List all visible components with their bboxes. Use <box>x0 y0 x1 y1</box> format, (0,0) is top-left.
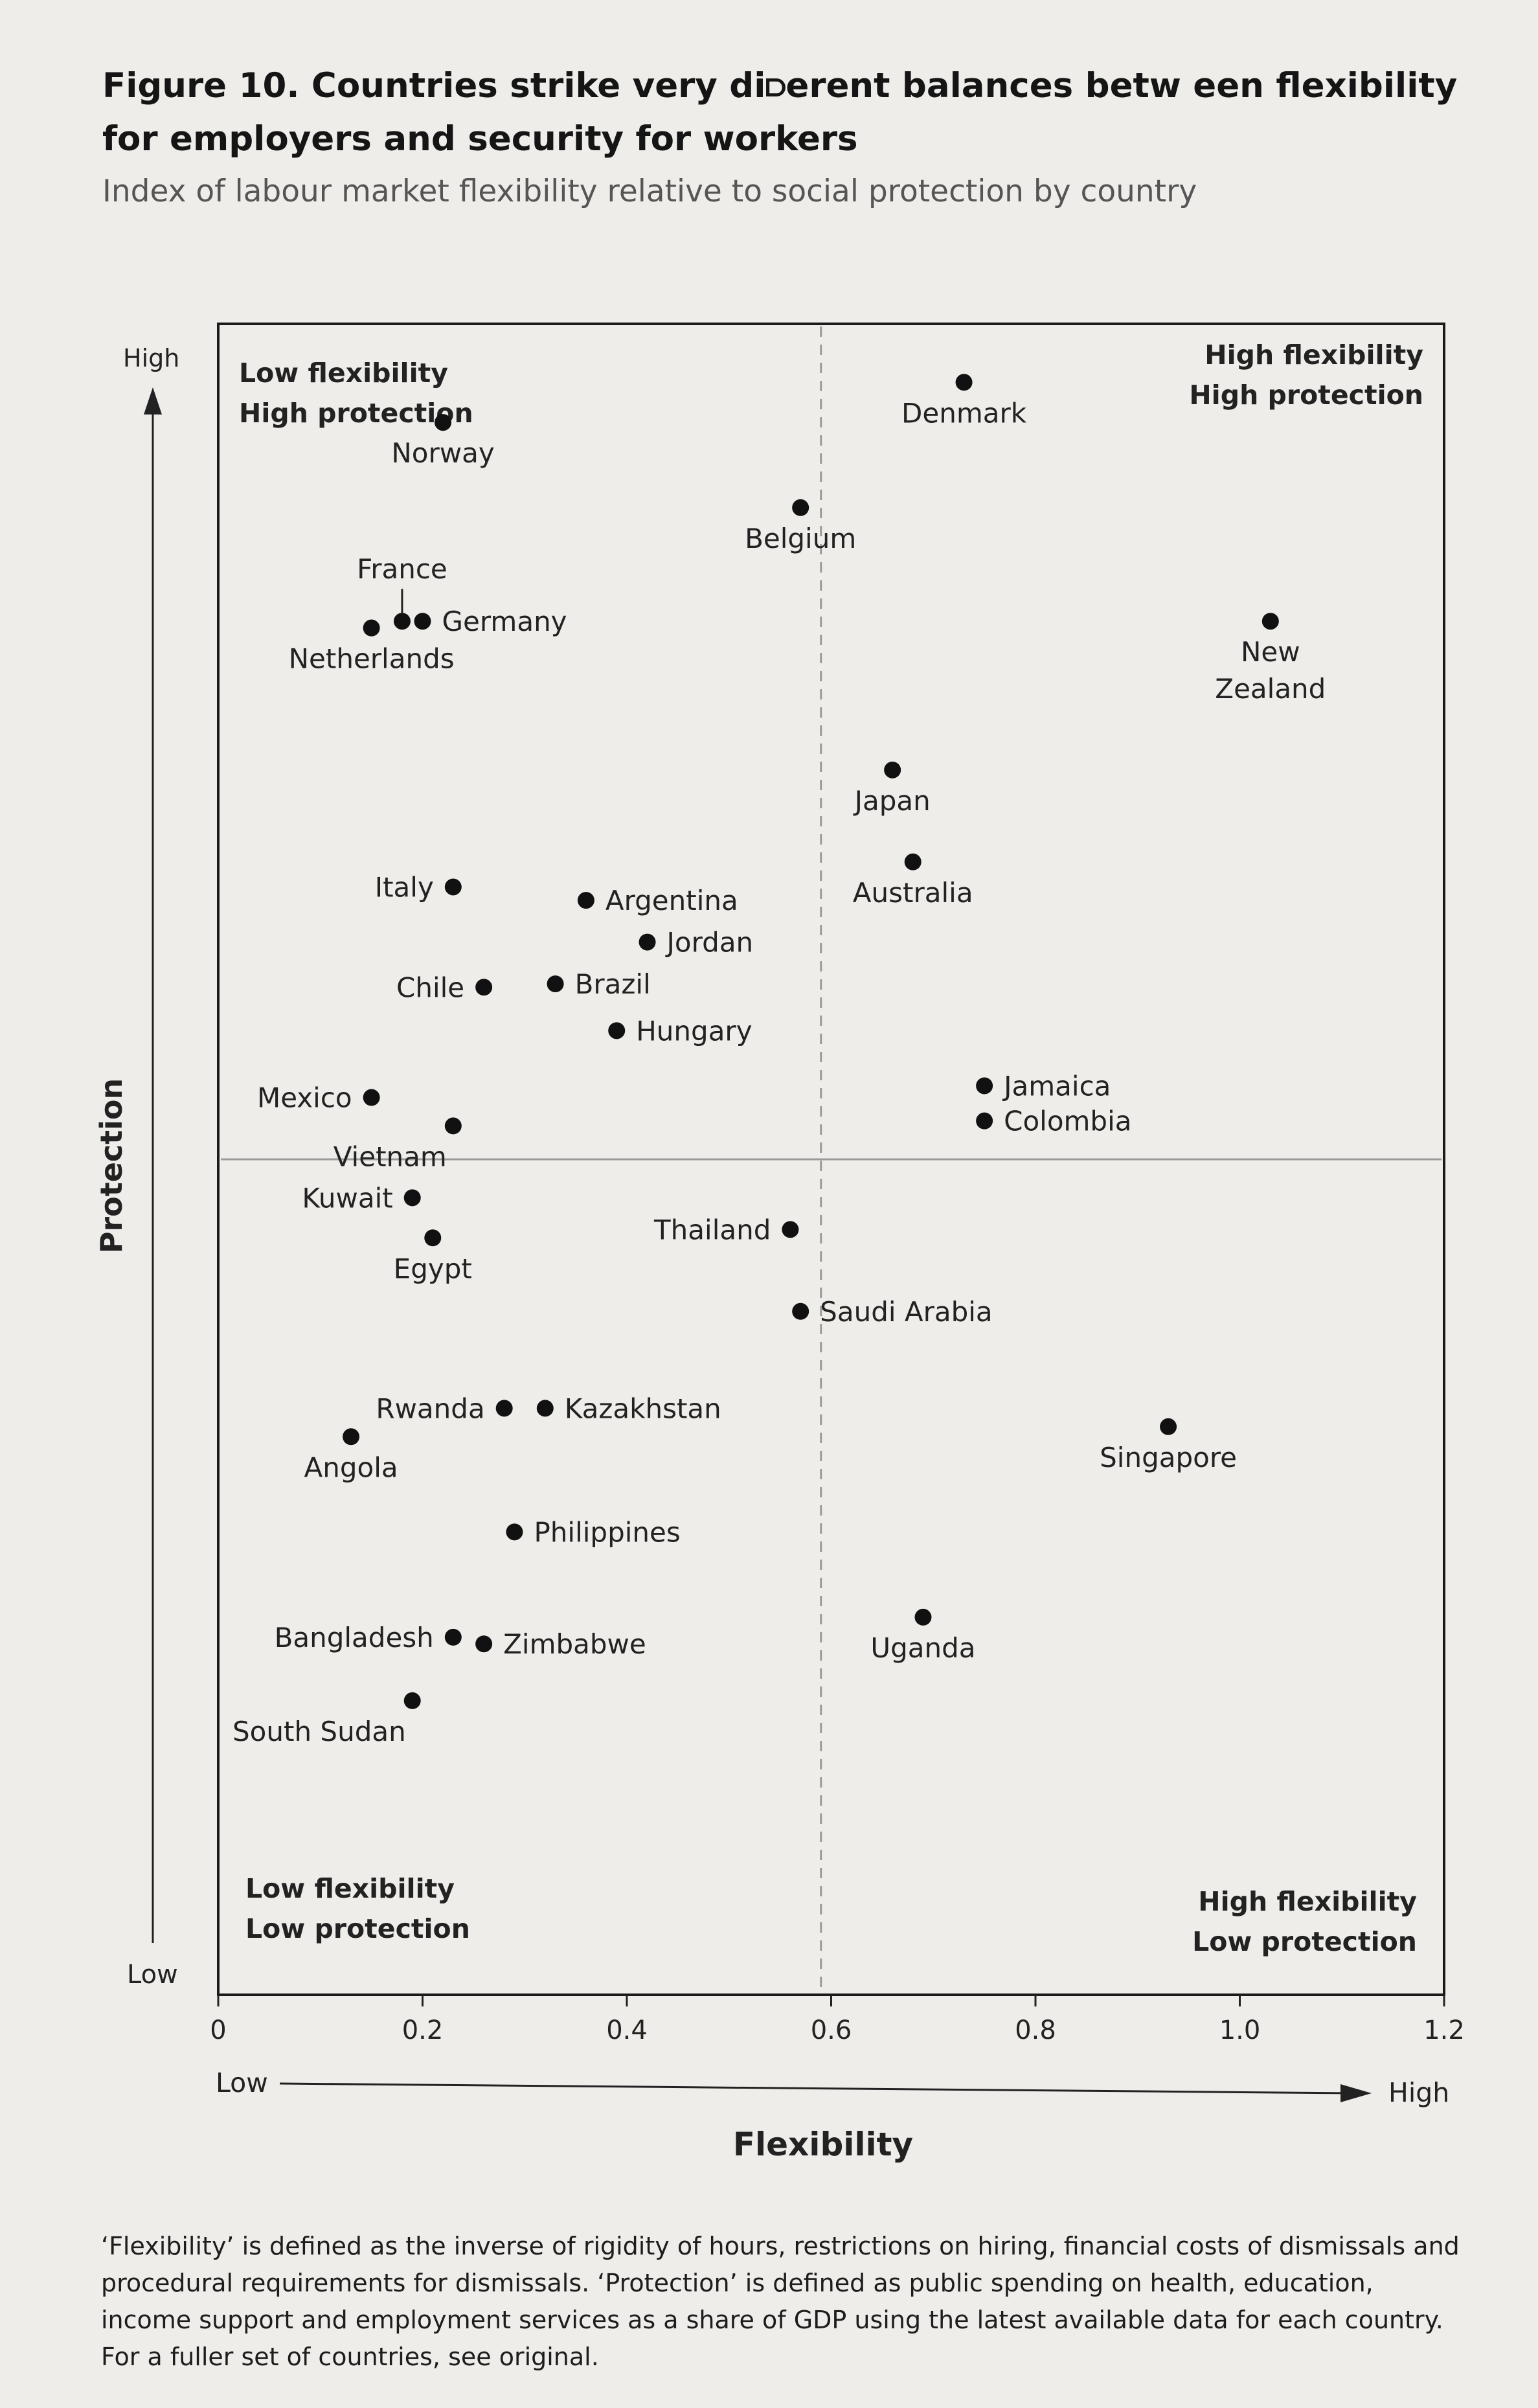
point-egypt <box>424 1229 442 1247</box>
point-label-thailand: Thailand <box>653 1214 771 1245</box>
point-label-norway: Norway <box>391 437 494 469</box>
quadrant-label-top-right-2: High protection <box>1189 380 1423 411</box>
x-tick-label-0: 0 <box>210 2016 226 2045</box>
quadrant-labels: Low flexibility High protection High flexi… <box>239 339 1423 1957</box>
point-label-argentina: Argentina <box>605 885 738 916</box>
point-label-france: France <box>357 553 447 585</box>
x-axis-high-label: High <box>1388 2077 1449 2108</box>
figure-title: Figure 10. Countries strike very di⫐eren… <box>102 66 1458 159</box>
point-saudi-arabia <box>792 1302 809 1320</box>
x-axis-arrowhead <box>1340 2084 1372 2102</box>
y-axis-arrowhead <box>144 387 162 415</box>
point-label-brazil: Brazil <box>575 968 651 1000</box>
x-axis-title: Flexibility <box>733 2126 913 2163</box>
point-label-belgium: Belgium <box>745 523 856 554</box>
point-kazakhstan <box>536 1400 554 1417</box>
quadrant-label-bottom-right-1: High flexibility <box>1198 1886 1417 1917</box>
y-axis-title: Protection <box>94 1078 129 1254</box>
x-tick-label-0-6: 0.6 <box>811 2016 852 2045</box>
point-label-rwanda: Rwanda <box>376 1392 484 1424</box>
y-axis: Protection High Low <box>94 344 179 1990</box>
point-colombia <box>976 1112 993 1130</box>
point-label-hungary: Hungary <box>636 1015 752 1047</box>
point-label-colombia: Colombia <box>1004 1106 1131 1137</box>
x-axis-arrow-line <box>279 2082 1354 2095</box>
point-vietnam <box>444 1117 462 1135</box>
point-new-zealand <box>1261 613 1279 630</box>
point-hungary <box>608 1022 626 1039</box>
point-label-uganda: Uganda <box>870 1632 975 1664</box>
point-zimbabwe <box>475 1635 493 1653</box>
point-label-bangladesh: Bangladesh <box>275 1622 434 1653</box>
figure-note: ‘Flexibility’ is defined as the inverse … <box>101 2232 1460 2371</box>
point-label-new-zealand-line-2: Zealand <box>1215 673 1326 705</box>
y-axis-low-label: Low <box>127 1960 178 1990</box>
point-label-australia: Australia <box>853 877 973 909</box>
quadrant-label-bottom-right-2: Low protection <box>1192 1926 1417 1957</box>
point-label-new-zealand: New Zealand <box>1215 636 1326 705</box>
point-brazil <box>547 975 564 993</box>
x-axis: Flexibility Low High 0 0.2 0.4 0.6 0.8 1.0 1.2 <box>210 1995 1465 2163</box>
y-axis-high-label: High <box>123 344 179 372</box>
point-label-egypt: Egypt <box>394 1253 472 1284</box>
point-label-jamaica: Jamaica <box>1002 1070 1111 1102</box>
x-tick-label-1-2: 1.2 <box>1423 2016 1465 2045</box>
point-chile <box>475 979 493 996</box>
point-label-kazakhstan: Kazakhstan <box>565 1392 721 1424</box>
point-label-japan: Japan <box>853 785 931 817</box>
point-label-kuwait: Kuwait <box>302 1182 392 1214</box>
point-singapore <box>1160 1418 1177 1435</box>
point-label-vietnam: Vietnam <box>334 1141 447 1172</box>
quadrant-label-bottom-left-2: Low protection <box>245 1913 470 1944</box>
quadrant-label-top-left-1: Low flexibility <box>239 358 448 389</box>
point-norway <box>435 414 452 431</box>
point-label-mexico: Mexico <box>257 1082 352 1114</box>
point-belgium <box>792 499 809 516</box>
point-philippines <box>506 1523 523 1541</box>
point-rwanda <box>495 1400 513 1417</box>
point-japan <box>884 761 901 778</box>
point-label-angola: Angola <box>304 1451 398 1483</box>
data-points: Denmark Norway Belgium Netherlands France Ger… <box>232 374 1326 1747</box>
point-label-italy: Italy <box>375 871 434 903</box>
point-mexico <box>363 1089 380 1106</box>
point-label-new-zealand-line-1: New <box>1241 636 1300 668</box>
point-label-zimbabwe: Zimbabwe <box>503 1628 646 1660</box>
quadrant-label-top-left-2: High protection <box>239 398 473 429</box>
point-angola <box>343 1428 360 1446</box>
point-label-chile: Chile <box>396 971 464 1003</box>
point-uganda <box>914 1608 932 1626</box>
quadrant-label-top-right-1: High flexibility <box>1204 339 1423 370</box>
point-jamaica <box>976 1077 993 1095</box>
x-axis-low-label: Low <box>216 2067 268 2098</box>
point-label-philippines: Philippines <box>534 1516 680 1548</box>
point-kuwait <box>403 1189 421 1207</box>
x-tick-label-0-2: 0.2 <box>402 2016 444 2045</box>
point-label-saudi-arabia: Saudi Arabia <box>820 1296 993 1328</box>
point-netherlands <box>363 619 380 637</box>
quadrant-label-bottom-left-1: Low flexibility <box>245 1873 455 1904</box>
point-denmark <box>955 374 973 391</box>
point-label-denmark: Denmark <box>901 397 1027 429</box>
point-thailand <box>782 1221 799 1238</box>
point-bangladesh <box>444 1628 462 1646</box>
x-tick-label-0-4: 0.4 <box>606 2016 648 2045</box>
point-label-netherlands: Netherlands <box>289 643 455 675</box>
point-label-south-sudan: South Sudan <box>232 1716 406 1747</box>
point-label-singapore: Singapore <box>1100 1442 1237 1473</box>
point-germany <box>414 613 431 630</box>
point-south-sudan <box>403 1692 421 1709</box>
point-australia <box>904 853 922 870</box>
x-tick-label-1-0: 1.0 <box>1219 2016 1261 2045</box>
point-italy <box>444 878 462 896</box>
point-jordan <box>639 933 656 951</box>
figure-subtitle: Index of labour market flexibility relat… <box>102 174 1197 209</box>
point-france <box>393 613 411 630</box>
point-label-germany: Germany <box>442 606 567 637</box>
point-argentina <box>577 892 594 909</box>
point-label-jordan: Jordan <box>665 927 754 959</box>
x-tick-label-0-8: 0.8 <box>1015 2016 1056 2045</box>
